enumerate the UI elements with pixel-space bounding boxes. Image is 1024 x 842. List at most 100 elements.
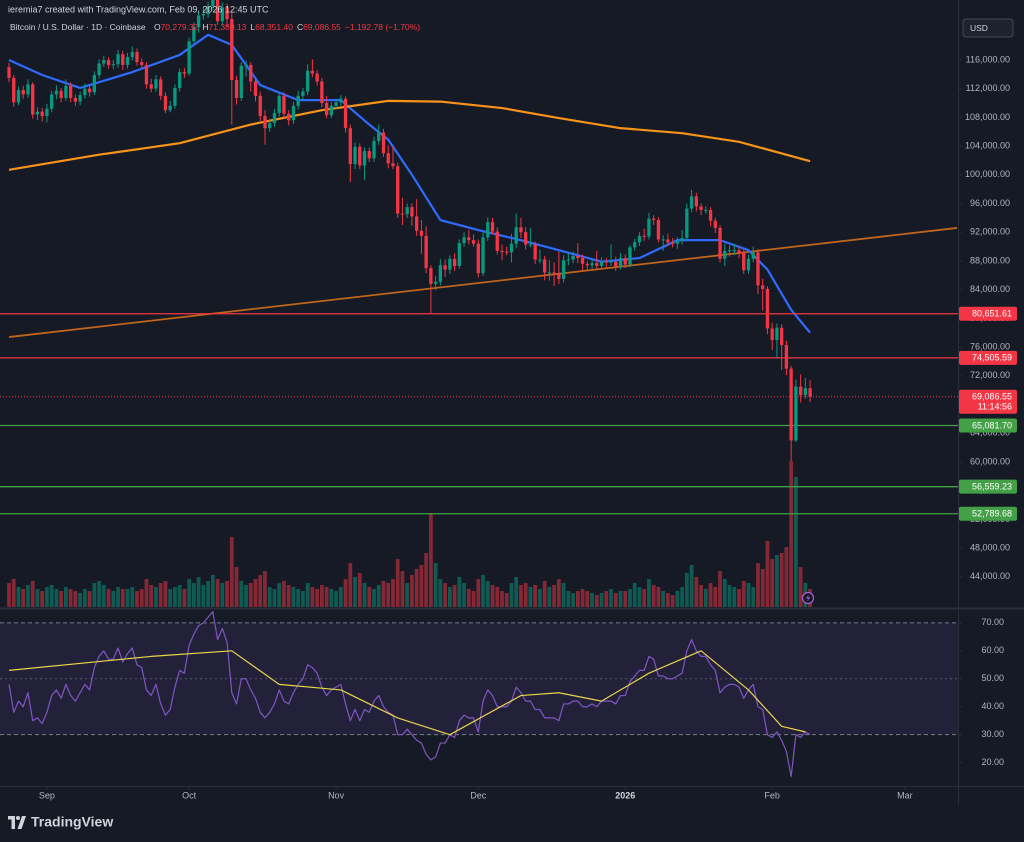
volume-bar [632, 583, 637, 607]
candle-body [467, 237, 471, 241]
volume-bar [552, 585, 557, 607]
candle-body [656, 220, 661, 240]
candle-body [746, 258, 751, 271]
candle-body [287, 113, 291, 121]
volume-bar [130, 587, 135, 607]
volume-bar [590, 593, 594, 607]
volume-bar [661, 591, 666, 607]
y-tick-label: 88,000.00 [970, 255, 1010, 265]
candle-body [452, 258, 457, 266]
candle-body [670, 242, 675, 244]
candle-body [618, 258, 623, 267]
candle-body [647, 218, 651, 237]
volume-bar [756, 563, 760, 607]
rsi-y-tick-label: 50.00 [981, 673, 1004, 683]
volume-bar [765, 541, 770, 607]
candle-body [623, 258, 627, 265]
volume-bar [580, 589, 585, 607]
y-tick-label: 108,000.00 [965, 112, 1010, 122]
candle-body [381, 132, 386, 154]
candle-body [433, 281, 438, 284]
candle-body [92, 75, 96, 93]
candle-body [514, 227, 518, 244]
volume-bar [779, 553, 784, 607]
x-tick-label: Feb [764, 790, 780, 800]
candle-body [424, 235, 428, 269]
volume-bar [111, 591, 116, 607]
candle-body [547, 272, 552, 274]
currency-button[interactable] [962, 18, 1014, 38]
volume-bar [405, 583, 410, 607]
rsi-band [0, 622, 958, 735]
candle-body [765, 288, 770, 329]
legend-key: O [154, 22, 161, 32]
candle-body [97, 63, 101, 76]
candle-body [419, 230, 424, 236]
candle-body [704, 209, 708, 211]
candle-body [249, 64, 253, 82]
volume-bar [519, 585, 523, 607]
candle-body [448, 258, 452, 270]
volume-bar [49, 585, 54, 607]
candle-body [343, 98, 348, 129]
y-tick-label: 48,000.00 [970, 543, 1010, 553]
candle-body [315, 73, 319, 82]
volume-bar [485, 581, 490, 607]
legend-key: H [202, 22, 208, 32]
candle-body [220, 7, 224, 22]
logo: TradingView [8, 814, 113, 830]
y-tick-label: 116,000.00 [966, 54, 1010, 64]
candle-body [471, 240, 476, 244]
candle-body [794, 386, 798, 441]
candle-body [680, 237, 684, 241]
trendline [8, 227, 958, 338]
volume-bar [718, 571, 722, 607]
rsi-line [8, 611, 811, 778]
volume-bar [106, 589, 111, 607]
level-badge [959, 418, 1017, 433]
volume-bar [116, 587, 120, 607]
candle-body [64, 85, 68, 98]
moving-average [8, 99, 811, 171]
candle-body [310, 70, 315, 74]
candle-body [652, 218, 656, 221]
volume-bar [149, 585, 154, 607]
volume-bar [561, 583, 566, 607]
volume-bar [666, 593, 670, 607]
volume-bar [338, 587, 343, 607]
volume-bar [229, 537, 234, 607]
volume-bar [542, 581, 547, 607]
alert-icon[interactable] [801, 591, 815, 605]
candle-body [528, 244, 533, 246]
candle-body [45, 108, 49, 116]
candle-body [737, 250, 741, 253]
candle-body [770, 328, 774, 340]
legend-value: 71,380.13 [209, 22, 247, 32]
candle-body [263, 115, 267, 129]
candle-body [7, 67, 11, 78]
volume-bar [381, 581, 386, 607]
volume-bar [400, 571, 405, 607]
y-tick-label: 84,000.00 [970, 284, 1010, 294]
alert-icon-bolt[interactable] [806, 594, 811, 602]
volume-bar [443, 583, 447, 607]
candle-body [329, 105, 333, 116]
currency-label[interactable]: USD [970, 23, 988, 33]
candle-body [111, 64, 115, 66]
candle-body [215, 0, 220, 22]
volume-bar [367, 587, 372, 607]
candle-body [599, 261, 604, 266]
level-badge [959, 306, 1017, 321]
volume-bar [746, 583, 751, 607]
y-tick-label: 100,000.00 [965, 169, 1010, 179]
candle-body [54, 90, 59, 95]
candle-body [272, 113, 277, 124]
level-label: 65,081.70 [972, 420, 1012, 430]
volume-bar [751, 587, 756, 607]
candle-body [429, 268, 433, 284]
x-tick-label: 2026 [615, 790, 635, 800]
candle-body [268, 123, 272, 129]
candle-body [490, 222, 495, 232]
candle-body [282, 95, 286, 114]
